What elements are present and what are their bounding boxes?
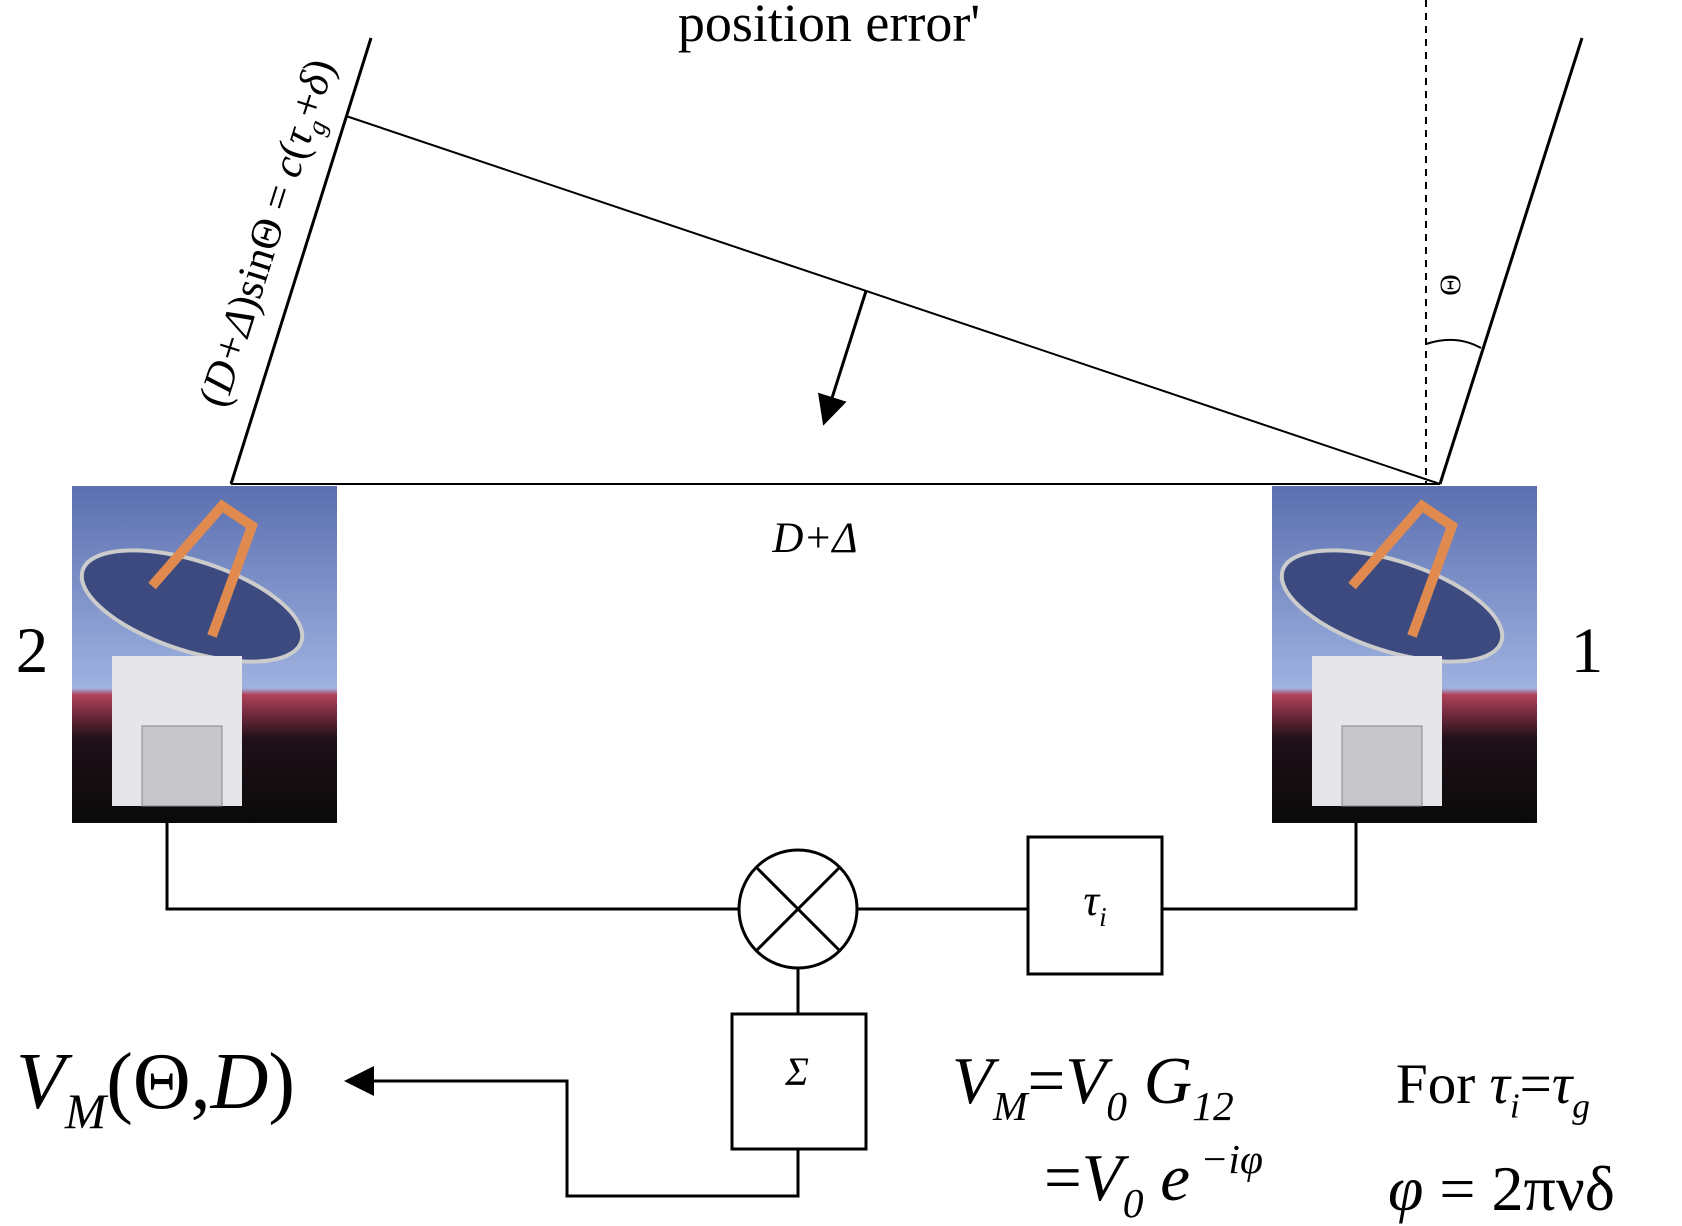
top-label: position error' xyxy=(678,0,980,53)
phase: φ = 2πνδ xyxy=(1388,1153,1615,1224)
formula-part: D+Δ xyxy=(194,303,265,399)
formula-part: τ xyxy=(1489,1053,1512,1116)
antenna-label: 2 xyxy=(16,615,49,687)
formula-part: 0 xyxy=(1106,1083,1127,1129)
antenna-image xyxy=(1269,486,1537,823)
formula-part: V xyxy=(1082,1141,1130,1215)
formula-part: −iφ xyxy=(1190,1136,1263,1182)
condition: For τi=τg xyxy=(1396,1053,1590,1125)
equation: =V0 e −iφ xyxy=(1044,1136,1263,1226)
wire xyxy=(165,823,739,911)
arrow xyxy=(817,290,868,426)
formula-part: V xyxy=(952,1044,1000,1118)
formula-part: i xyxy=(1099,902,1107,932)
formula-part: 0 xyxy=(1123,1180,1144,1226)
formula-part: = 2πνδ xyxy=(1423,1153,1615,1224)
wire xyxy=(344,1066,800,1198)
formula-part: V xyxy=(1065,1044,1113,1118)
geometry xyxy=(229,0,1584,485)
formula-part: D xyxy=(210,1038,269,1126)
source-direction xyxy=(1438,37,1584,485)
angle-label: Θ xyxy=(1434,274,1467,296)
mixer-cross xyxy=(754,865,842,953)
sum-label: Σ xyxy=(784,1049,809,1094)
formula-part: ) xyxy=(268,1038,295,1126)
formula-part: V xyxy=(16,1038,73,1126)
baseline-label: D+Δ xyxy=(771,515,857,562)
wavefront xyxy=(345,115,1441,485)
formula-part: For xyxy=(1396,1053,1489,1116)
circuit xyxy=(165,823,1358,1198)
angle-arc xyxy=(1425,338,1482,349)
formula-part: i xyxy=(1510,1086,1520,1125)
wavefront-left xyxy=(229,37,373,485)
formula-part: g xyxy=(1572,1086,1590,1125)
formula-part: (Θ, xyxy=(106,1038,210,1126)
equation: VM=V0 G12 xyxy=(952,1044,1234,1129)
formula-part: τ xyxy=(1552,1053,1575,1116)
antenna-label: 1 xyxy=(1571,615,1604,687)
formula-part: M xyxy=(64,1084,109,1139)
antenna-image xyxy=(69,486,337,823)
formula-part: M xyxy=(992,1083,1030,1129)
formula-part: φ xyxy=(1388,1153,1423,1224)
formula-part: G xyxy=(1127,1044,1192,1118)
formula-part: = xyxy=(1044,1141,1082,1215)
formula-part: )sinΘ = xyxy=(220,169,308,318)
formula-part: = xyxy=(1520,1053,1552,1116)
formula-part: τ xyxy=(1083,876,1101,925)
delay-label: τi xyxy=(1083,876,1106,932)
output-label: VM(Θ,D) xyxy=(16,1038,295,1139)
formula-part: e xyxy=(1144,1141,1191,1215)
formula-part: 12 xyxy=(1192,1083,1234,1129)
delay-box xyxy=(1026,835,1164,976)
formula-part: = xyxy=(1028,1044,1066,1118)
wire xyxy=(1162,823,1358,911)
